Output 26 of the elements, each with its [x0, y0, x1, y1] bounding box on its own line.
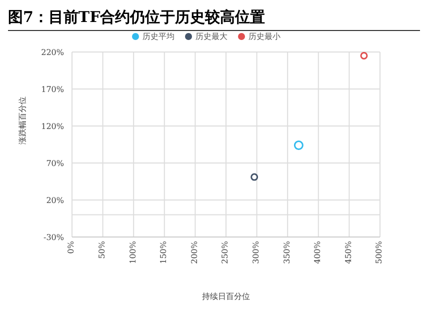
point [360, 52, 368, 60]
x-tick-label: 150% [159, 240, 168, 264]
x-tick-label: 250% [220, 240, 230, 264]
x-tick-label: 450% [344, 240, 353, 264]
legend-label: 历史最大 [196, 32, 228, 41]
legend-label: 历史最小 [248, 32, 280, 41]
y-tick-label: 70% [46, 158, 64, 168]
x-tick-label: 350% [282, 240, 292, 264]
chart-title: 图7：目前TF合约仍位于历史较高位置 [8, 8, 420, 31]
y-tick-label: 220% [41, 48, 64, 57]
x-tick-label: 500% [374, 240, 384, 264]
legend-label: 历史平均 [142, 32, 174, 41]
x-tick-label: 0% [66, 240, 76, 254]
x-tick-label: 200% [190, 240, 199, 264]
y-tick-label: 170% [41, 84, 64, 94]
y-tick-label: 20% [46, 196, 64, 205]
x-axis-title: 持续日百分位 [202, 292, 250, 301]
y-axis-title: 涨跌幅百分位 [18, 96, 27, 144]
x-tick-label: 50% [97, 240, 106, 259]
y-tick-label: -30% [44, 232, 64, 242]
x-tick-label: 100% [128, 240, 138, 264]
x-tick-label: 300% [251, 240, 260, 264]
y-tick-label: 120% [41, 122, 64, 131]
point [294, 140, 304, 150]
x-tick-label: 400% [313, 240, 322, 264]
point [250, 173, 258, 181]
